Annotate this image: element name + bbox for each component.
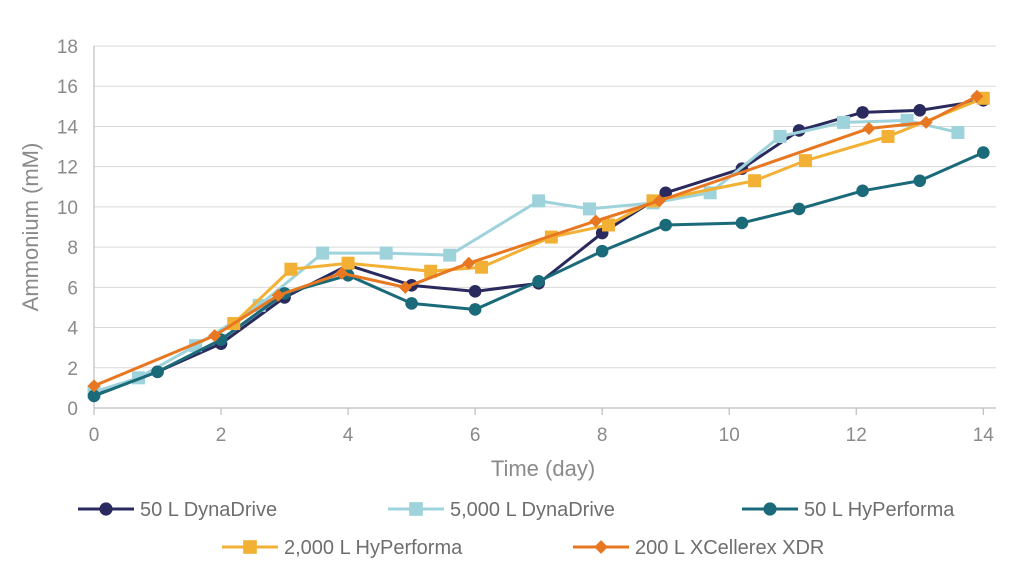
legend-item-2-000-l-hyperforma: 2,000 L HyPerforma <box>222 537 463 559</box>
series-5-000-l-dynadrive <box>87 113 965 399</box>
x-tick-label: 0 <box>89 425 100 446</box>
x-tick-label: 12 <box>846 425 867 446</box>
legend-item-5-000-l-dynadrive: 5,000 L DynaDrive <box>388 499 615 521</box>
legend-label: 50 L HyPerforma <box>804 499 955 521</box>
legend-marker <box>594 540 608 554</box>
data-point-50-l-dynadrive <box>659 186 672 200</box>
legend-marker <box>243 540 257 554</box>
data-point-50-l-hyperforma <box>976 146 990 159</box>
data-point-50-l-dynadrive <box>856 106 869 119</box>
x-tick-label: 4 <box>343 425 354 446</box>
series-line-50-l-hyperforma <box>93 151 984 398</box>
series-line-2-000-l-hyperforma <box>232 96 984 325</box>
x-tick-label: 6 <box>470 425 481 446</box>
data-point-50-l-hyperforma <box>856 184 869 198</box>
data-point-200-l-xcellerex-xdr <box>862 121 876 135</box>
x-tick-label: 8 <box>597 425 608 446</box>
axes-layer: 0 2 4 6 8 10 12 14 16 18 0 2 4 6 8 10 12 14 <box>57 37 996 446</box>
data-point-5-000-l-dynadrive <box>379 246 393 260</box>
data-point-50-l-hyperforma <box>532 275 545 288</box>
legend-marker <box>763 502 777 516</box>
legend-label: 2,000 L HyPerforma <box>284 537 463 559</box>
data-point-50-l-hyperforma <box>735 216 749 230</box>
data-point-2-000-l-hyperforma <box>474 260 488 274</box>
data-point-5-000-l-dynadrive <box>773 130 787 143</box>
data-point-5-000-l-dynadrive <box>443 248 457 262</box>
y-tick-label: 8 <box>67 238 78 259</box>
y-tick-label: 16 <box>57 77 78 98</box>
legend: 50 L DynaDrive 5,000 L DynaDrive 50 L HyPe… <box>78 499 955 559</box>
data-point-50-l-hyperforma <box>405 297 418 310</box>
data-point-2-000-l-hyperforma <box>424 264 438 278</box>
data-point-50-l-dynadrive <box>468 285 482 298</box>
data-point-5-000-l-dynadrive <box>316 246 330 260</box>
y-tick-label: 10 <box>57 198 78 219</box>
data-point-5-000-l-dynadrive <box>532 194 546 208</box>
x-tick-label: 2 <box>216 425 227 446</box>
data-point-2-000-l-hyperforma <box>284 262 298 276</box>
y-tick-label: 18 <box>57 37 78 58</box>
data-point-200-l-xcellerex-xdr <box>271 288 285 302</box>
series-200-l-xcellerex-xdr <box>87 89 984 393</box>
legend-marker <box>409 502 423 516</box>
data-point-200-l-xcellerex-xdr <box>87 379 101 393</box>
y-tick-label: 4 <box>67 319 78 340</box>
legend-item-50-l-hyperforma: 50 L HyPerforma <box>742 499 955 521</box>
data-point-200-l-xcellerex-xdr <box>462 256 476 270</box>
data-point-50-l-hyperforma <box>468 303 482 316</box>
data-point-50-l-hyperforma <box>87 389 101 403</box>
legend-item-50-l-dynadrive: 50 L DynaDrive <box>78 499 277 521</box>
data-point-50-l-hyperforma <box>595 244 609 258</box>
legend-label: 200 L XCellerex XDR <box>635 537 824 559</box>
x-axis-label: Time (day) <box>491 456 595 481</box>
data-point-50-l-hyperforma <box>913 174 927 188</box>
data-point-200-l-xcellerex-xdr <box>398 280 412 294</box>
legend-marker <box>99 502 113 516</box>
series-line-5-000-l-dynadrive <box>93 118 959 394</box>
legend-label: 5,000 L DynaDrive <box>450 499 615 521</box>
y-tick-label: 12 <box>57 158 78 179</box>
data-point-2-000-l-hyperforma <box>602 218 616 232</box>
y-tick-label: 14 <box>57 117 79 138</box>
data-point-200-l-xcellerex-xdr <box>208 329 222 343</box>
data-point-200-l-xcellerex-xdr <box>652 194 666 208</box>
legend-label: 50 L DynaDrive <box>140 499 277 521</box>
data-point-200-l-xcellerex-xdr <box>335 266 349 280</box>
data-point-2-000-l-hyperforma <box>798 154 812 168</box>
data-point-5-000-l-dynadrive <box>582 202 596 216</box>
y-tick-label: 6 <box>67 278 78 299</box>
x-tick-label: 10 <box>719 425 740 446</box>
data-point-5-000-l-dynadrive <box>951 125 965 139</box>
series-50-l-hyperforma <box>87 146 990 403</box>
legend-item-200-l-xcellerex-xdr: 200 L XCellerex XDR <box>573 537 824 559</box>
data-point-50-l-hyperforma <box>659 218 672 232</box>
data-point-2-000-l-hyperforma <box>748 174 762 188</box>
data-point-2-000-l-hyperforma <box>341 256 355 270</box>
y-axis-label: Ammonium (mM) <box>18 143 43 312</box>
data-point-50-l-dynadrive <box>913 104 927 117</box>
data-point-50-l-hyperforma <box>151 365 164 379</box>
data-point-200-l-xcellerex-xdr <box>919 115 933 129</box>
series-layer <box>87 89 990 403</box>
data-point-200-l-xcellerex-xdr <box>970 89 984 103</box>
data-point-50-l-hyperforma <box>792 202 806 216</box>
data-point-5-000-l-dynadrive <box>837 115 851 129</box>
data-point-200-l-xcellerex-xdr <box>589 214 603 228</box>
data-point-2-000-l-hyperforma <box>881 130 895 143</box>
y-tick-label: 0 <box>67 399 78 420</box>
x-tick-label: 14 <box>973 425 995 446</box>
y-tick-label: 2 <box>67 359 78 380</box>
